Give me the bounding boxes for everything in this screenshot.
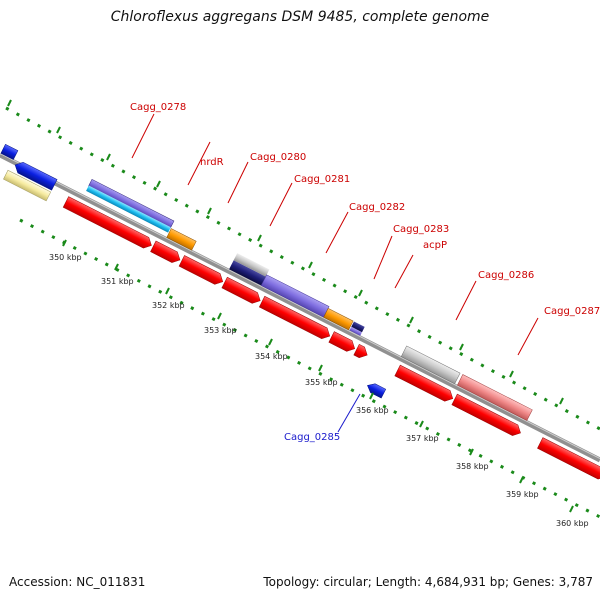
- upper-major-tick: [509, 370, 514, 378]
- upper-major-tick: [7, 99, 12, 107]
- scale-major-tick: [268, 338, 273, 346]
- cds-arrow[interactable]: [328, 331, 358, 354]
- gene-label[interactable]: Cagg_0286: [478, 270, 534, 281]
- gene-label[interactable]: Cagg_0283: [393, 224, 449, 235]
- scale-tick-track: [19, 218, 600, 519]
- label-leader-line: [131, 113, 155, 159]
- scale-tick-label: 352 kbp: [152, 301, 185, 310]
- gene-cagg-0282[interactable]: [323, 307, 354, 331]
- gene-label[interactable]: Cagg_0287: [544, 306, 600, 317]
- scale-tick-label: 358 kbp: [456, 462, 489, 471]
- forward-tick-track: [5, 106, 600, 431]
- genome-summary: Topology: circular; Length: 4,684,931 bp…: [263, 575, 593, 589]
- cds-arrow[interactable]: [62, 196, 154, 251]
- upper-major-tick: [106, 153, 111, 161]
- genome-backbone-highlight: [0, 153, 600, 459]
- gene-cagg-0287[interactable]: [457, 374, 533, 421]
- label-leader-line: [517, 317, 539, 356]
- upper-major-tick: [308, 261, 313, 269]
- scale-major-tick: [519, 476, 524, 484]
- scale-major-tick: [469, 448, 474, 456]
- scale-tick-label: 354 kbp: [255, 352, 288, 361]
- gene-labels: Cagg_0278 nrdR Cagg_0280 Cagg_0281 Cagg_0282…: [130, 102, 600, 443]
- genome-title: Chloroflexus aggregans DSM 9485, complet…: [110, 9, 490, 25]
- scale-tick-label: 355 kbp: [305, 378, 338, 387]
- scale-major-tick: [62, 239, 67, 247]
- scale-tick-label: 350 kbp: [49, 253, 82, 262]
- feature-track: [0, 143, 600, 482]
- gene-cagg-0278[interactable]: [86, 178, 175, 233]
- gene-label[interactable]: Cagg_0281: [294, 174, 350, 185]
- scale-major-tick: [318, 364, 323, 372]
- scale-tick-label: 351 kbp: [101, 277, 134, 286]
- label-leader-line: [337, 393, 361, 433]
- cds-arrow[interactable]: [353, 343, 370, 360]
- gene-label[interactable]: Cagg_0280: [250, 152, 306, 163]
- upper-major-tick: [207, 207, 212, 215]
- label-leader-line: [373, 235, 393, 280]
- upper-major-tick: [56, 126, 61, 134]
- upper-major-tick: [559, 397, 564, 405]
- scale-tick-label: 353 kbp: [204, 326, 237, 335]
- cds-blue-left[interactable]: [0, 143, 61, 202]
- upper-major-tick: [358, 289, 363, 297]
- label-leader-line: [325, 211, 349, 254]
- gene-label[interactable]: Cagg_0282: [349, 202, 405, 213]
- cds-arrow[interactable]: [537, 437, 600, 482]
- scale-major-tick: [114, 263, 119, 271]
- scale-major-tick: [369, 392, 374, 400]
- scale-major-tick: [419, 420, 424, 428]
- accession-label: Accession: NC_011831: [9, 575, 146, 589]
- label-leader-line: [394, 254, 414, 289]
- scale-major-tick: [569, 505, 574, 513]
- gene-cagg-0285[interactable]: [365, 381, 387, 399]
- label-leaders: [131, 113, 539, 433]
- gene-label[interactable]: Cagg_0278: [130, 102, 186, 113]
- gene-label[interactable]: nrdR: [200, 157, 224, 168]
- label-leader-line: [269, 182, 293, 227]
- cds-arrow[interactable]: [451, 393, 523, 438]
- scale-major-tick: [217, 312, 222, 320]
- gene-label[interactable]: acpP: [423, 240, 447, 251]
- label-leader-line: [227, 161, 249, 204]
- scale-tick-label: 357 kbp: [406, 434, 439, 443]
- upper-major-tick: [257, 234, 262, 242]
- cds-arrow[interactable]: [394, 364, 456, 404]
- genome-backbone: [0, 152, 600, 463]
- gene-cagg-0283[interactable]: [349, 321, 365, 336]
- cds-arrow[interactable]: [150, 240, 183, 265]
- label-leader-line: [455, 280, 477, 321]
- cds-arrow[interactable]: [178, 255, 225, 287]
- scale-tick-label: 360 kbp: [556, 519, 589, 528]
- upper-major-tick: [409, 316, 414, 324]
- scale-tick-label: 356 kbp: [356, 406, 389, 415]
- cds-arrow[interactable]: [221, 276, 263, 306]
- upper-major-tick: [459, 343, 464, 351]
- cds-red-row: [62, 196, 600, 482]
- upper-major-tick: [156, 180, 161, 188]
- label-leader-line: [187, 141, 211, 186]
- gene-cagg-0286[interactable]: [400, 345, 461, 385]
- gene-label[interactable]: Cagg_0285: [284, 432, 340, 443]
- gene-nrdR[interactable]: [166, 228, 197, 251]
- scale-tick-label: 359 kbp: [506, 490, 539, 499]
- gene-cagg-0281[interactable]: [229, 253, 332, 318]
- scale-major-tick: [165, 287, 170, 295]
- scale-labels: 350 kbp 351 kbp 352 kbp 353 kbp 354 kbp 355 k…: [7, 99, 589, 528]
- cds-arrow[interactable]: [258, 295, 332, 341]
